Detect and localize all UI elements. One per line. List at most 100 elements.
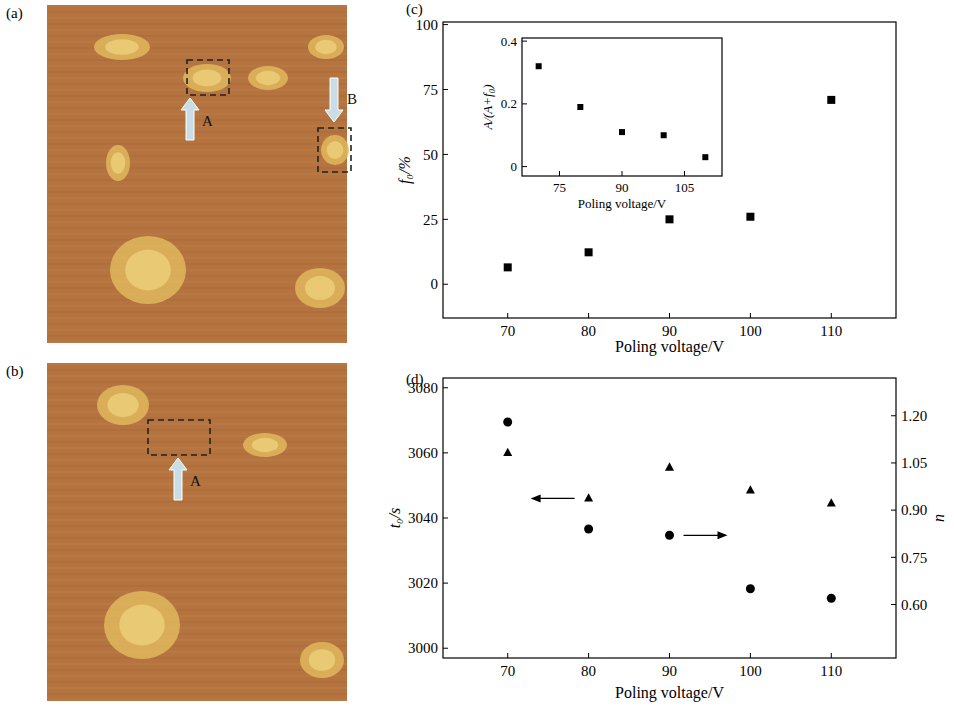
scan-line: [47, 411, 347, 413]
y-tick-label: 0: [511, 159, 518, 174]
y-tick-label: 3020: [408, 575, 438, 591]
scan-line: [47, 645, 347, 647]
scan-line: [47, 191, 347, 193]
y-axis-title: f₀/%: [396, 156, 414, 184]
scan-line: [47, 687, 347, 689]
plot-area: [536, 63, 709, 160]
scan-line: [47, 537, 347, 539]
scan-line: [47, 161, 347, 163]
afm-image: A: [47, 363, 347, 701]
scan-line: [47, 459, 347, 461]
scan-line: [47, 239, 347, 241]
x-tick: [588, 653, 589, 658]
y-tick: [443, 452, 448, 453]
data-point: [666, 215, 674, 223]
y-tick-label: 0: [431, 276, 439, 292]
scan-line: [47, 669, 347, 671]
scan-line: [47, 215, 347, 217]
x-tick: [750, 313, 751, 318]
inset-y-axis-title: A/(A+f₀): [480, 84, 495, 130]
domain-blob: [106, 145, 130, 181]
scan-line: [47, 531, 347, 533]
inset-point: [536, 63, 542, 69]
scan-line: [47, 125, 347, 127]
axis-pointer-head: [531, 494, 541, 502]
scan-line: [47, 639, 347, 641]
scan-line: [47, 245, 347, 247]
y2-tick: [891, 462, 896, 463]
y-tick-label: 25: [423, 212, 438, 228]
scan-line: [47, 621, 347, 623]
scan-line: [47, 119, 347, 121]
scan-line: [47, 561, 347, 563]
domain-blob: [183, 64, 231, 92]
data-point: [503, 418, 512, 427]
domain-core: [107, 393, 138, 417]
scan-line: [47, 591, 347, 593]
scan-line: [47, 369, 347, 371]
scan-line: [47, 549, 347, 551]
domain-blob: [248, 66, 288, 90]
pointer-arrow: [169, 458, 187, 500]
scan-line: [47, 329, 347, 331]
domain-core: [105, 39, 139, 55]
axis-pointer-head: [718, 531, 728, 539]
scan-line: [47, 311, 347, 313]
domain-blob: [243, 433, 287, 457]
x-tick-label: 90: [616, 180, 629, 195]
y2-tick-label: 0.75: [901, 550, 927, 566]
x-tick: [684, 171, 685, 176]
y-axis-title: t₀/s: [386, 508, 403, 529]
scan-line: [47, 519, 347, 521]
scan-line: [47, 167, 347, 169]
data-point: [827, 594, 836, 603]
domain-core: [119, 605, 165, 646]
y2-tick: [891, 604, 896, 605]
domain-core: [315, 40, 337, 54]
scan-line: [47, 101, 347, 103]
afm-image: AB: [47, 5, 357, 343]
scan-line: [47, 203, 347, 205]
scan-line: [47, 41, 347, 43]
scan-line: [47, 47, 347, 49]
scan-line: [47, 113, 347, 115]
data-point: [504, 263, 512, 271]
scan-line: [47, 405, 347, 407]
domain-core: [193, 70, 222, 87]
x-tick-label: 90: [662, 663, 677, 679]
scan-line: [47, 597, 347, 599]
y-tick: [522, 103, 527, 104]
x-tick: [669, 653, 670, 658]
domain-blob: [110, 236, 186, 304]
domain-core: [125, 250, 171, 291]
y-tick: [522, 166, 527, 167]
x-tick: [750, 653, 751, 658]
y-tick-label: 0.4: [501, 34, 518, 49]
y-tick: [522, 41, 527, 42]
scan-line: [47, 29, 347, 31]
scan-line: [47, 603, 347, 605]
scan-line: [47, 381, 347, 383]
y-tick-label: 50: [423, 147, 438, 163]
data-point: [746, 213, 754, 221]
scan-line: [47, 387, 347, 389]
scan-line: [47, 305, 347, 307]
scan-line: [47, 11, 347, 13]
scan-line: [47, 251, 347, 253]
domain-blob: [300, 642, 344, 678]
y2-tick: [891, 415, 896, 416]
inset-point: [619, 129, 625, 135]
x-tick-label: 80: [581, 663, 596, 679]
y-tick: [443, 154, 448, 155]
region-label: A: [202, 113, 213, 129]
scan-line: [47, 681, 347, 683]
y2-tick-label: 0.60: [901, 597, 927, 613]
scan-line: [47, 17, 347, 19]
domain-blob: [295, 268, 345, 308]
scan-line: [47, 567, 347, 569]
data-point: [585, 248, 593, 256]
scan-line: [47, 633, 347, 635]
image-ground: [47, 363, 347, 701]
scan-line: [47, 317, 347, 319]
x-tick: [669, 313, 670, 318]
